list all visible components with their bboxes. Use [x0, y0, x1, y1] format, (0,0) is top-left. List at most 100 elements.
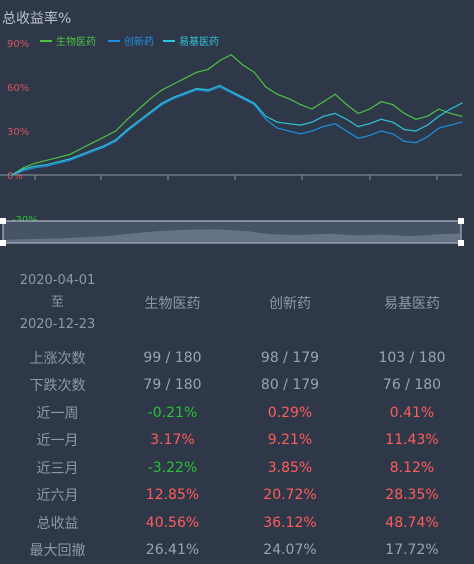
series-point [358, 126, 359, 127]
series-point [161, 104, 162, 105]
series-point [369, 123, 370, 124]
series-point [346, 104, 347, 105]
navigator-handle[interactable] [458, 240, 464, 246]
series-point [358, 113, 359, 114]
series-point [115, 141, 116, 142]
series-point [23, 170, 24, 171]
series-point [369, 108, 370, 109]
series-point [138, 120, 139, 121]
series-point [277, 94, 278, 95]
series-point [381, 130, 382, 131]
series-point [231, 54, 232, 55]
stats-row-label: 下跌次数 [0, 372, 115, 400]
stats-value: 0.41% [350, 399, 474, 427]
fund-header: 生物医药 [115, 262, 230, 344]
series-point [219, 86, 220, 87]
series-point [335, 113, 336, 114]
series-point [92, 150, 93, 151]
y-tick-label: 60% [7, 83, 29, 94]
series-point [208, 69, 209, 70]
series-point [438, 116, 439, 117]
series-point [104, 147, 105, 148]
stats-value: 28.35% [350, 482, 474, 510]
series-point [46, 166, 47, 167]
series-point [58, 157, 59, 158]
stats-value: 3.17% [115, 427, 230, 455]
series-point [427, 136, 428, 137]
series-point [104, 136, 105, 137]
series-point [288, 123, 289, 124]
series-point [23, 169, 24, 170]
stats-value: 76 / 180 [350, 372, 474, 400]
series-point [81, 155, 82, 156]
series-point [46, 164, 47, 165]
legend-item[interactable]: 创新药 [108, 35, 154, 48]
stats-row: 近一周-0.21%0.29%0.41% [0, 399, 474, 427]
stats-row: 近三月-3.22%3.85%8.12% [0, 454, 474, 482]
series-point [46, 160, 47, 161]
legend-item[interactable]: 易基医药 [163, 35, 219, 48]
stats-value: 3.85% [230, 454, 350, 482]
series-point [69, 158, 70, 159]
legend-label: 易基医药 [179, 35, 219, 48]
chart-legend[interactable]: 生物医药创新药 易基医药 [40, 35, 219, 48]
series-point [69, 160, 70, 161]
series-point [381, 119, 382, 120]
series-point [288, 130, 289, 131]
series-point [173, 84, 174, 85]
series-point [335, 123, 336, 124]
legend-label: 生物医药 [56, 35, 96, 48]
stats-value: 40.56% [115, 509, 230, 537]
series-line [12, 87, 462, 175]
series-point [173, 98, 174, 99]
series-point [185, 78, 186, 79]
series-point [81, 148, 82, 149]
series-point [358, 138, 359, 139]
series-point [196, 89, 197, 90]
stats-row-label: 近一月 [0, 427, 115, 455]
series-point [427, 116, 428, 117]
stats-value: 98 / 179 [230, 344, 350, 372]
date-end: 2020-12-23 [0, 314, 115, 336]
series-point [11, 174, 12, 175]
range-navigator[interactable]: -30% [0, 215, 464, 246]
stats-row-label: 最大回撤 [0, 537, 115, 564]
series-point [254, 72, 255, 73]
stats-row-label: 上涨次数 [0, 344, 115, 372]
series-point [300, 104, 301, 105]
stats-value: 12.85% [115, 482, 230, 510]
series-point [150, 113, 151, 114]
series-point [231, 91, 232, 92]
stats-value: 9.21% [230, 427, 350, 455]
stats-value: 11.43% [350, 427, 474, 455]
series-point [92, 151, 93, 152]
series-point [185, 94, 186, 95]
stats-value: 17.72% [350, 537, 474, 564]
series-point [127, 119, 128, 120]
stats-value: -0.21% [115, 399, 230, 427]
navigator-handle[interactable] [458, 218, 464, 224]
series-point [69, 154, 70, 155]
series-point [115, 139, 116, 140]
stats-value: 80 / 179 [230, 372, 350, 400]
y-tick-label: 90% [7, 39, 29, 50]
navigator-handle[interactable] [0, 240, 6, 246]
series-point [450, 125, 451, 126]
stats-value: 99 / 180 [115, 344, 230, 372]
series-point [115, 130, 116, 131]
series-point [369, 135, 370, 136]
series-point [138, 122, 139, 123]
stats-value: 8.12% [350, 454, 474, 482]
series-line [12, 86, 462, 176]
series-point [461, 103, 462, 104]
legend-item[interactable]: 生物医药 [40, 35, 96, 48]
stats-value: 0.29% [230, 399, 350, 427]
stats-value: 79 / 180 [115, 372, 230, 400]
navigator-handle[interactable] [0, 218, 6, 224]
series-point [415, 119, 416, 120]
